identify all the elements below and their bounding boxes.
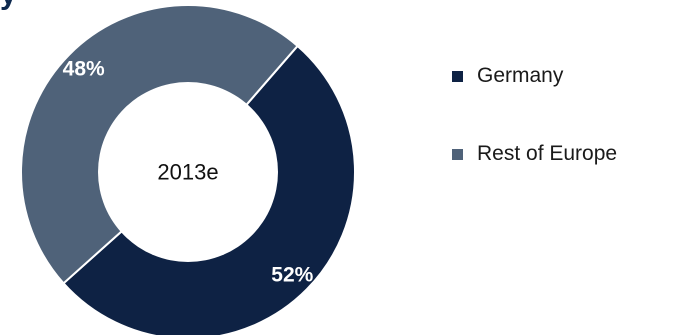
legend-swatch-rest-of-europe — [452, 148, 463, 160]
legend-label-germany: Germany — [477, 64, 564, 87]
data-label-rest-of-europe: 48% — [63, 58, 105, 81]
legend-label-rest-of-europe: Rest of Europe — [477, 142, 618, 165]
legend-item-rest-of-europe: Rest of Europe — [452, 140, 617, 168]
data-label-germany: 52% — [271, 263, 313, 286]
donut-center-label: 2013e — [157, 160, 218, 185]
legend-swatch-germany — [452, 70, 463, 82]
legend-item-germany: Germany — [452, 62, 617, 90]
clipped-title-fragment: y — [0, 0, 17, 12]
donut-hole — [98, 82, 278, 262]
data-labels-layer: 52% 48% — [63, 58, 314, 287]
legend: Germany Rest of Europe — [452, 62, 617, 218]
